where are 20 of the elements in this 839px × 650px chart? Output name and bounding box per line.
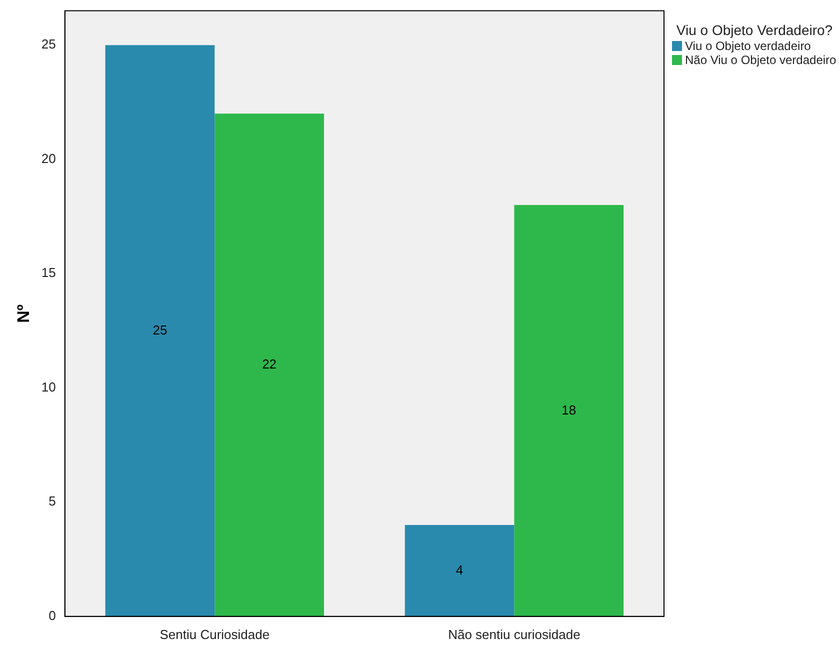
legend-label: Não Viu o Objeto verdadeiro xyxy=(685,53,836,67)
y-axis-title: Nº xyxy=(14,304,33,323)
legend-title: Viu o Objeto Verdadeiro? xyxy=(675,22,834,38)
y-tick-label: 20 xyxy=(41,150,56,166)
x-tick-label: Não sentiu curiosidade xyxy=(448,626,580,642)
bar xyxy=(105,45,215,616)
y-tick-label: 15 xyxy=(41,265,56,280)
x-tick-label: Sentiu Curiosidade xyxy=(160,626,270,642)
data-label: 18 xyxy=(562,402,576,418)
y-tick-label: 25 xyxy=(41,36,56,52)
legend-label: Viu o Objeto verdadeiro xyxy=(685,39,811,53)
bar xyxy=(404,524,514,616)
bar xyxy=(214,114,324,616)
y-tick-label: 5 xyxy=(48,494,56,509)
y-tick-label: 10 xyxy=(41,379,56,394)
y-tick-label: 0 xyxy=(48,608,56,623)
data-label: 25 xyxy=(152,322,168,338)
data-label: 22 xyxy=(262,356,277,372)
bar xyxy=(514,205,624,616)
data-label: 4 xyxy=(456,562,464,578)
